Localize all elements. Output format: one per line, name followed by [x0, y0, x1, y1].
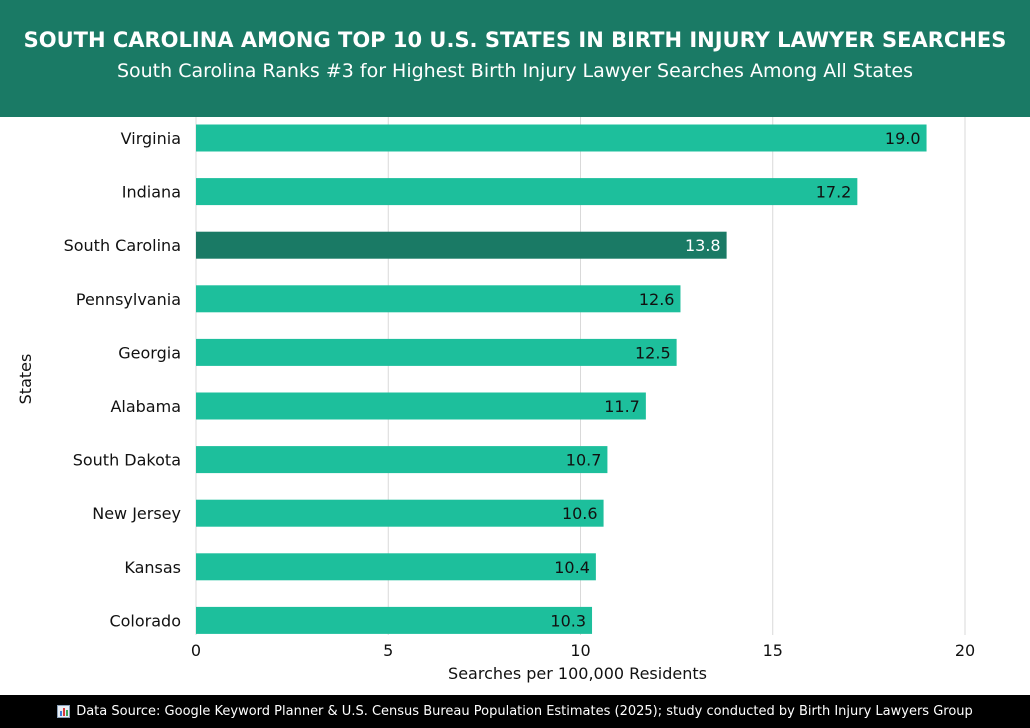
category-label: New Jersey — [92, 504, 181, 523]
bar-new-jersey — [196, 499, 604, 527]
chart-header: SOUTH CAROLINA AMONG TOP 10 U.S. STATES … — [0, 0, 1030, 117]
category-label: Indiana — [122, 183, 181, 202]
category-label: Colorado — [109, 611, 181, 630]
x-tick-label: 5 — [383, 641, 393, 660]
category-label: Pennsylvania — [76, 290, 181, 309]
bar-indiana — [196, 178, 858, 206]
bar-value-label: 19.0 — [885, 129, 921, 148]
x-axis-title: Searches per 100,000 Residents — [448, 664, 707, 683]
x-tick-label: 0 — [191, 641, 201, 660]
bar-value-label: 12.6 — [639, 290, 675, 309]
bar-value-label: 11.7 — [604, 397, 640, 416]
bar-value-label: 13.8 — [685, 236, 721, 255]
bar-pennsylvania — [196, 285, 681, 313]
chart-title: SOUTH CAROLINA AMONG TOP 10 U.S. STATES … — [23, 28, 1007, 52]
category-label: Georgia — [118, 343, 181, 362]
category-label: Virginia — [121, 129, 181, 148]
bar-colorado — [196, 606, 593, 634]
bar-chart-icon — [57, 705, 71, 718]
category-label: South Dakota — [73, 451, 181, 470]
bar-value-label: 10.3 — [550, 611, 586, 630]
bar-alabama — [196, 392, 646, 420]
bar-value-label: 17.2 — [816, 183, 852, 202]
bar-south-dakota — [196, 446, 608, 474]
bar-virginia — [196, 124, 927, 152]
bar-value-label: 10.7 — [566, 451, 602, 470]
bar-value-label: 10.6 — [562, 504, 598, 523]
x-tick-label: 10 — [570, 641, 590, 660]
data-source-footer: Data Source: Google Keyword Planner & U.… — [0, 695, 1030, 728]
bar-chart: 19.0 17.2 13.8 12.6 12.5 11.7 10.7 10.6 10.4 10.3… — [16, 117, 975, 683]
category-label: Kansas — [124, 558, 181, 577]
bar-value-label: 10.4 — [554, 558, 590, 577]
bar-value-label: 12.5 — [635, 343, 671, 362]
y-axis-title: States — [16, 354, 35, 405]
chart-subtitle: South Carolina Ranks #3 for Highest Birt… — [116, 60, 914, 82]
x-tick-label: 20 — [955, 641, 975, 660]
bar-kansas — [196, 553, 596, 581]
bar-south-carolina — [196, 231, 727, 259]
data-source-text: Data Source: Google Keyword Planner & U.… — [76, 704, 973, 719]
x-tick-label: 15 — [763, 641, 783, 660]
bar-georgia — [196, 338, 677, 366]
category-label: South Carolina — [64, 236, 181, 255]
category-label: Alabama — [110, 397, 181, 416]
